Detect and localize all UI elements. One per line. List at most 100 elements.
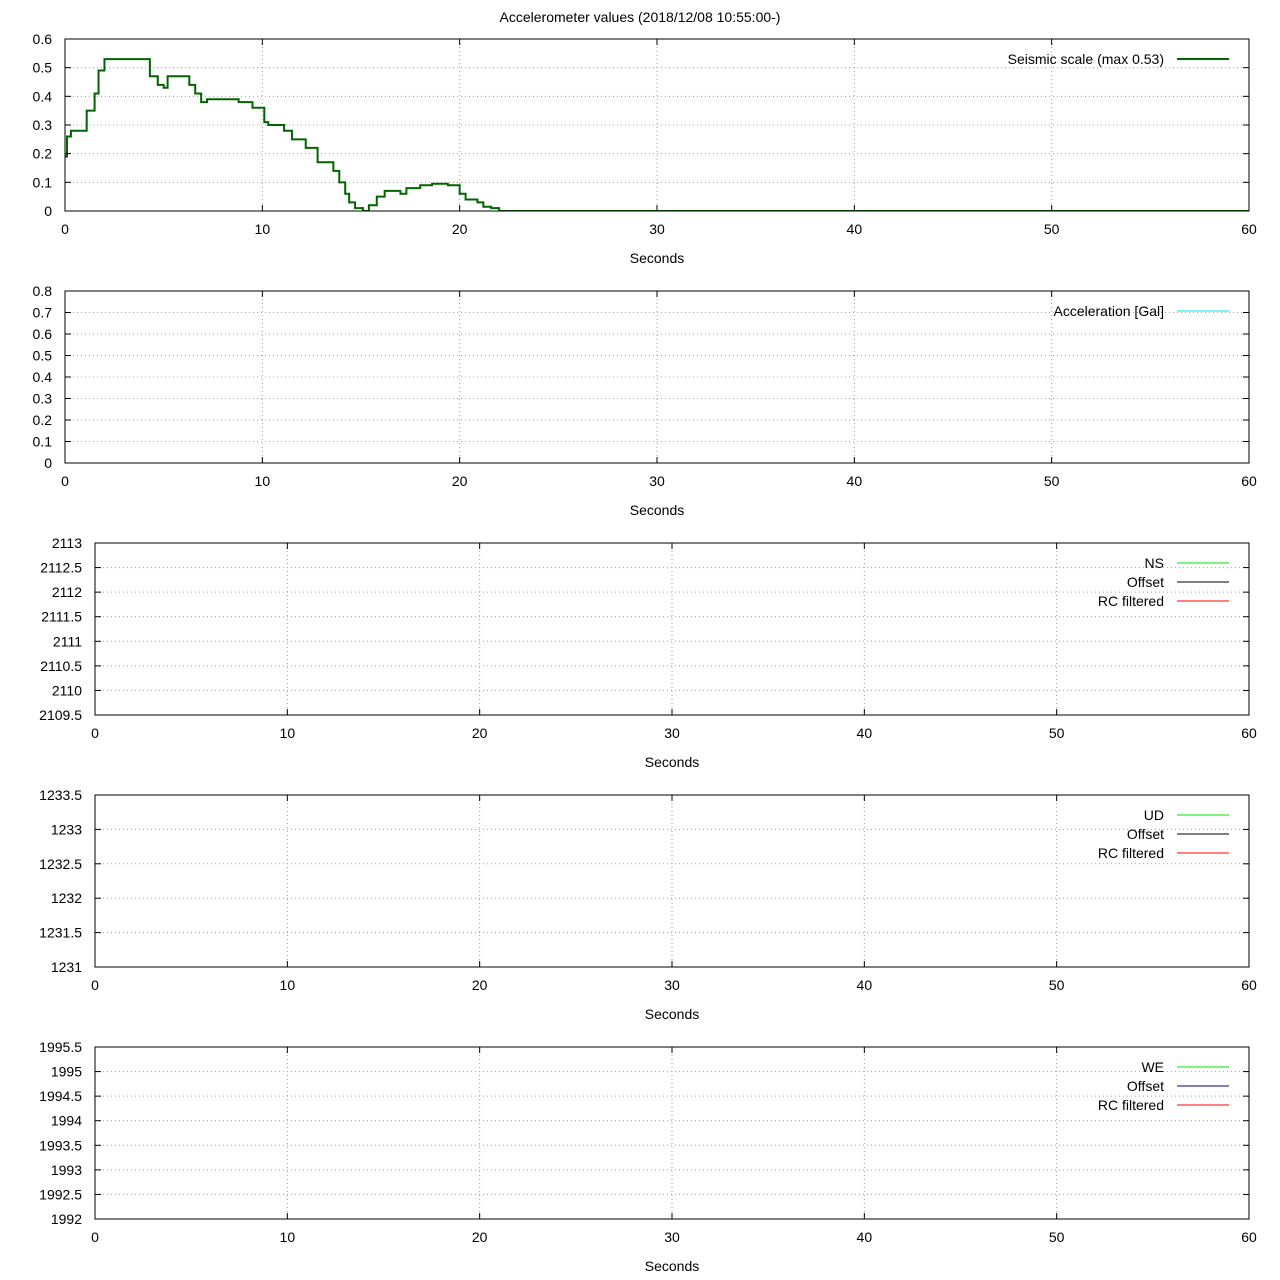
y-tick-label: 0.2 xyxy=(33,146,53,162)
plot-frame xyxy=(94,794,1250,968)
y-tick-label: 1993 xyxy=(51,1162,82,1178)
x-tick-label: 20 xyxy=(472,725,488,741)
y-tick-label: 0.6 xyxy=(33,326,53,342)
y-tick-label: 0.5 xyxy=(33,348,53,364)
legend-entry: WE xyxy=(1141,1059,1164,1075)
plot-2: 0 10 20 30 40 50 60 0 0.1 0.2 0.3 0.4 0.5 0.6 0.7 0.8 Se… xyxy=(33,283,1257,518)
y-tick-label: 1231.5 xyxy=(39,925,82,941)
x-axis-label: Seconds xyxy=(645,1258,699,1274)
x-tick-label: 40 xyxy=(857,1229,873,1245)
series-area xyxy=(65,58,1249,211)
x-tick-label: 0 xyxy=(91,725,99,741)
y-tick-label: 1992.5 xyxy=(39,1186,82,1202)
y-tick-label: 0.1 xyxy=(33,434,53,450)
x-tick-label: 50 xyxy=(1049,1229,1065,1245)
y-tick-label: 1232 xyxy=(51,890,82,906)
x-tick-label: 60 xyxy=(1241,977,1257,993)
plot-3: 0 10 20 30 40 50 60 2109.5 2110 2110.5 2111 2111.5 2… xyxy=(39,535,1257,770)
legend-entry: Offset xyxy=(1127,1078,1164,1094)
x-tick-label: 10 xyxy=(255,221,271,237)
y-tick-label: 0 xyxy=(44,203,52,219)
y-tick-label: 0.6 xyxy=(33,31,53,47)
legend-entry: NS xyxy=(1145,555,1164,571)
y-tick-label: 2112.5 xyxy=(40,560,82,576)
y-tick-label: 1233.5 xyxy=(39,787,82,803)
x-axis-label: Seconds xyxy=(645,754,699,770)
y-tick-label: 2112 xyxy=(52,584,82,600)
legend-entry: Offset xyxy=(1127,826,1164,842)
x-tick-label: 10 xyxy=(280,725,296,741)
x-tick-label: 60 xyxy=(1241,1229,1257,1245)
x-tick-label: 60 xyxy=(1241,473,1257,489)
y-tick-label: 0.2 xyxy=(33,412,53,428)
y-tick-label: 1995.5 xyxy=(39,1039,82,1055)
y-tick-label: 1231 xyxy=(51,959,82,975)
y-tick-label: 1995 xyxy=(51,1064,82,1080)
x-tick-label: 0 xyxy=(61,221,69,237)
y-tick-label: 1232.5 xyxy=(39,856,82,872)
x-tick-label: 10 xyxy=(280,977,296,993)
x-tick-label: 30 xyxy=(649,473,665,489)
x-axis-label: Seconds xyxy=(630,502,684,518)
x-axis-label: Seconds xyxy=(630,250,684,266)
y-tick-label: 2111.5 xyxy=(41,609,82,625)
y-tick-label: 0.7 xyxy=(33,305,53,321)
x-tick-label: 60 xyxy=(1241,221,1257,237)
x-tick-label: 20 xyxy=(452,473,468,489)
x-tick-label: 50 xyxy=(1049,725,1065,741)
x-tick-label: 20 xyxy=(472,1229,488,1245)
y-tick-label: 1233 xyxy=(51,821,82,837)
y-tick-label: 0.3 xyxy=(33,391,53,407)
x-tick-label: 60 xyxy=(1241,725,1257,741)
x-tick-label: 40 xyxy=(847,221,863,237)
x-tick-label: 30 xyxy=(664,977,680,993)
x-tick-label: 10 xyxy=(280,1229,296,1245)
y-tick-label: 0.5 xyxy=(33,60,53,76)
x-tick-label: 50 xyxy=(1049,977,1065,993)
y-tick-label: 2111 xyxy=(53,633,82,649)
y-tick-label: 1994 xyxy=(51,1113,82,1129)
x-tick-label: 10 xyxy=(255,473,271,489)
x-tick-label: 40 xyxy=(857,725,873,741)
x-tick-label: 30 xyxy=(664,1229,680,1245)
y-tick-label: 1994.5 xyxy=(39,1088,82,1104)
legend-entry: UD xyxy=(1144,807,1164,823)
plot-frame xyxy=(94,1046,1250,1220)
y-tick-label: 0.1 xyxy=(33,174,53,190)
x-tick-label: 40 xyxy=(847,473,863,489)
x-tick-label: 0 xyxy=(91,1229,99,1245)
x-tick-label: 40 xyxy=(857,977,873,993)
x-tick-label: 0 xyxy=(91,977,99,993)
legend-entry: RC filtered xyxy=(1098,593,1164,609)
legend-entry: Seismic scale (max 0.53) xyxy=(1008,51,1164,67)
plot-1: 0 10 20 30 40 50 60 0 0.1 0.2 0.3 0.4 0.5 0.6 Seconds S… xyxy=(33,31,1257,266)
plot-5: 0 10 20 30 40 50 60 1992 1992.5 1993 1993.5 1994 199… xyxy=(39,1039,1257,1274)
y-tick-label: 2109.5 xyxy=(39,707,82,723)
legend-entry: Offset xyxy=(1127,574,1164,590)
legend-entry: Acceleration [Gal] xyxy=(1054,303,1165,319)
x-tick-label: 20 xyxy=(452,221,468,237)
legend-entry: RC filtered xyxy=(1098,1097,1164,1113)
plot-frame xyxy=(94,542,1250,716)
y-tick-label: 1993.5 xyxy=(39,1137,82,1153)
y-tick-label: 0.4 xyxy=(33,88,53,104)
y-tick-label: 0 xyxy=(44,455,52,471)
y-tick-label: 0.4 xyxy=(33,369,53,385)
figure-title: Accelerometer values (2018/12/08 10:55:0… xyxy=(500,9,781,25)
x-tick-label: 20 xyxy=(472,977,488,993)
plot-4: 0 10 20 30 40 50 60 1231 1231.5 1232 1232.5 1233 123… xyxy=(39,787,1257,1022)
y-tick-label: 2113 xyxy=(52,535,82,551)
y-tick-label: 0.3 xyxy=(33,117,53,133)
y-tick-label: 2110.5 xyxy=(40,658,82,674)
x-tick-label: 50 xyxy=(1044,221,1060,237)
x-axis-label: Seconds xyxy=(645,1006,699,1022)
series-line xyxy=(65,58,1249,211)
x-tick-label: 30 xyxy=(649,221,665,237)
x-tick-label: 50 xyxy=(1044,473,1060,489)
y-tick-label: 2110 xyxy=(52,682,82,698)
y-tick-label: 0.8 xyxy=(33,283,53,299)
x-tick-label: 0 xyxy=(61,473,69,489)
y-tick-label: 1992 xyxy=(51,1211,82,1227)
x-tick-label: 30 xyxy=(664,725,680,741)
